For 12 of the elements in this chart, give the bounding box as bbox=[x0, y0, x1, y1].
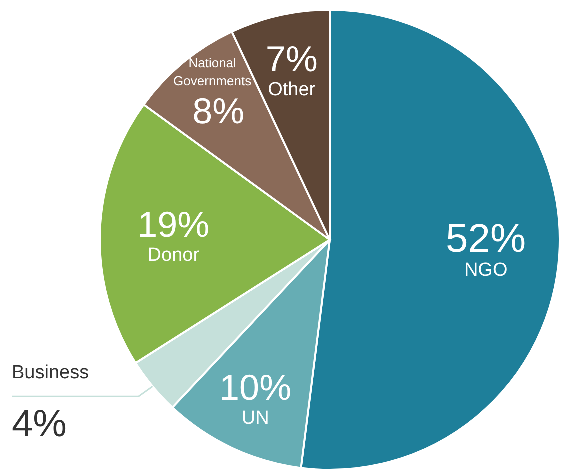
slice-label: Business bbox=[12, 362, 90, 384]
slice-label: Donor bbox=[148, 245, 200, 266]
slice-label: NGO bbox=[464, 260, 508, 281]
data-label: 4% bbox=[12, 404, 67, 446]
data-label: 7% bbox=[266, 38, 318, 80]
data-label: 8% bbox=[192, 90, 245, 132]
data-label: 19% bbox=[138, 204, 210, 246]
slice-label: Other bbox=[268, 79, 316, 100]
slice-label: National Governments bbox=[174, 55, 252, 88]
slice-label: UN bbox=[242, 408, 270, 430]
data-label: 52% bbox=[446, 216, 526, 261]
data-label: 10% bbox=[220, 367, 292, 408]
